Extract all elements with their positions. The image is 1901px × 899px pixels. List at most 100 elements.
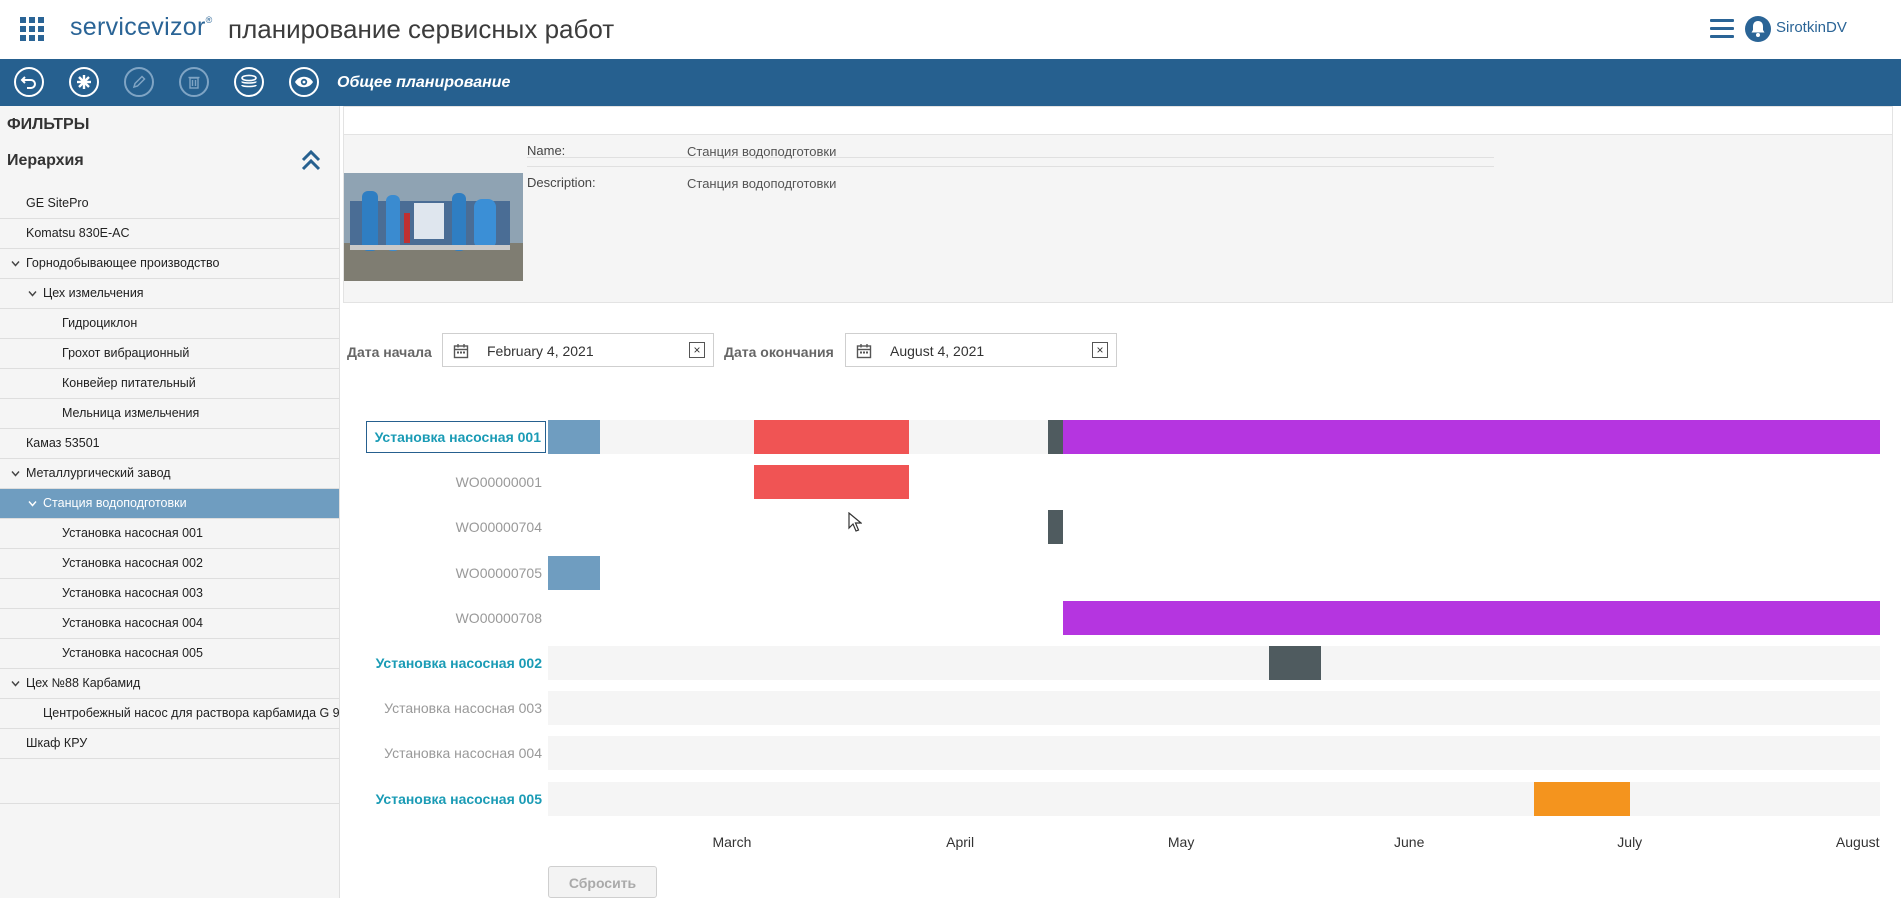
gantt-bar[interactable] bbox=[754, 420, 909, 454]
tree-item-label: Шкаф КРУ bbox=[26, 736, 88, 750]
calendar-icon bbox=[453, 344, 469, 359]
gantt-row-track bbox=[548, 691, 1880, 725]
toolbar-title: Общее планирование bbox=[337, 74, 511, 91]
chevron-down-icon[interactable] bbox=[28, 499, 37, 508]
name-value: Станция водоподготовки bbox=[687, 144, 837, 159]
notification-bell-icon[interactable] bbox=[1745, 16, 1771, 42]
end-date-field[interactable]: August 4, 2021 × bbox=[845, 333, 1117, 367]
gantt-row-track bbox=[548, 736, 1880, 770]
toolbar: Общее планирование bbox=[0, 59, 1901, 106]
logo[interactable]: servicevizor® bbox=[70, 13, 213, 42]
menu-icon[interactable] bbox=[1710, 19, 1734, 39]
gantt-bar[interactable] bbox=[1048, 510, 1064, 544]
tree-item[interactable]: Камаз 53501 bbox=[0, 429, 339, 459]
delete-button[interactable] bbox=[179, 67, 209, 97]
logo-mark: ® bbox=[205, 15, 213, 25]
tree-empty-row bbox=[0, 759, 339, 804]
tree-item-label: Металлургический завод bbox=[26, 466, 171, 480]
name-label: Name: bbox=[527, 143, 566, 158]
start-date-value: February 4, 2021 bbox=[487, 343, 594, 359]
tree-item-label: Конвейер питательный bbox=[62, 376, 196, 390]
chevron-down-icon[interactable] bbox=[11, 679, 20, 688]
tree-item[interactable]: Гидроциклон bbox=[0, 309, 339, 339]
tree-item-label: Станция водоподготовки bbox=[43, 496, 187, 510]
back-icon bbox=[20, 76, 36, 89]
view-button[interactable] bbox=[289, 67, 319, 97]
gantt-row-label[interactable]: Установка насосная 002 bbox=[375, 655, 542, 671]
gantt-bar[interactable] bbox=[754, 465, 909, 499]
chevron-down-icon[interactable] bbox=[28, 289, 37, 298]
gantt-bar[interactable] bbox=[548, 420, 600, 454]
gantt-bar[interactable] bbox=[1048, 420, 1064, 454]
start-date-field[interactable]: February 4, 2021 × bbox=[442, 333, 714, 367]
clear-end-date-icon[interactable]: × bbox=[1092, 342, 1108, 358]
asterisk-icon bbox=[77, 75, 91, 89]
tree-item[interactable]: Станция водоподготовки bbox=[0, 489, 339, 519]
tree-item[interactable]: Установка насосная 001 bbox=[0, 519, 339, 549]
gantt-bar[interactable] bbox=[548, 556, 600, 590]
description-value: Станция водоподготовки bbox=[687, 176, 837, 191]
gantt-bar[interactable] bbox=[1063, 601, 1880, 635]
tree-item[interactable]: Шкаф КРУ bbox=[0, 729, 339, 759]
asset-info-card: Name: Станция водоподготовки Description… bbox=[343, 134, 1893, 303]
chevron-down-icon[interactable] bbox=[11, 259, 20, 268]
mouse-cursor-icon bbox=[848, 512, 862, 532]
layers-button[interactable] bbox=[234, 67, 264, 97]
tree-item[interactable]: Конвейер питательный bbox=[0, 369, 339, 399]
tree-item-label: Установка насосная 005 bbox=[62, 646, 203, 660]
back-button[interactable] bbox=[14, 67, 44, 97]
tree-item[interactable]: Установка насосная 005 bbox=[0, 639, 339, 669]
tree-item[interactable]: Установка насосная 002 bbox=[0, 549, 339, 579]
gantt-row-label: Установка насосная 004 bbox=[384, 745, 542, 761]
gantt-row-label[interactable]: Установка насосная 001 bbox=[366, 421, 546, 453]
tree-item-label: Установка насосная 003 bbox=[62, 586, 203, 600]
gantt-bar[interactable] bbox=[1269, 646, 1321, 680]
gantt-bar[interactable] bbox=[1063, 420, 1880, 454]
tree-item[interactable]: Грохот вибрационный bbox=[0, 339, 339, 369]
top-header: servicevizor® планирование сервисных раб… bbox=[0, 0, 1901, 59]
month-tick-label: August bbox=[1835, 834, 1880, 850]
tree-item[interactable]: Цех №88 Карбамид bbox=[0, 669, 339, 699]
gantt-row-label[interactable]: Установка насосная 005 bbox=[375, 791, 542, 807]
tree-item[interactable]: Металлургический завод bbox=[0, 459, 339, 489]
edit-button[interactable] bbox=[124, 67, 154, 97]
tree-item[interactable]: Komatsu 830E-AC bbox=[0, 219, 339, 249]
tree-item[interactable]: Цех измельчения bbox=[0, 279, 339, 309]
tree-item[interactable]: Центробежный насос для раствора карбамид… bbox=[0, 699, 339, 729]
hierarchy-tree: GE SitePro Komatsu 830E-AC Горнодобывающее… bbox=[0, 189, 339, 804]
gantt-bar[interactable] bbox=[1534, 782, 1630, 816]
new-button[interactable] bbox=[69, 67, 99, 97]
tree-item[interactable]: Мельница измельчения bbox=[0, 399, 339, 429]
apps-grid-icon[interactable] bbox=[20, 17, 44, 41]
month-tick-label: June bbox=[1394, 834, 1425, 850]
description-row: Description: Станция водоподготовки bbox=[527, 167, 1494, 198]
reset-button[interactable]: Сбросить bbox=[548, 866, 657, 898]
tree-item-label: Цех измельчения bbox=[43, 286, 144, 300]
collapse-hierarchy-button[interactable] bbox=[300, 148, 322, 172]
month-tick-label: March bbox=[712, 834, 752, 850]
tree-item-label: Цех №88 Карбамид bbox=[26, 676, 141, 690]
layers-icon bbox=[241, 74, 257, 88]
tree-item-label: Установка насосная 004 bbox=[62, 616, 203, 630]
gantt-row-label: WO00000001 bbox=[455, 474, 542, 490]
username[interactable]: SirotkinDV bbox=[1776, 19, 1847, 36]
filters-sidebar: ФИЛЬТРЫ Иерархия GE SitePro Komatsu 830E-… bbox=[0, 106, 340, 898]
tree-item-label: Komatsu 830E-AC bbox=[26, 226, 130, 240]
gantt-row-track bbox=[548, 646, 1880, 680]
calendar-icon bbox=[856, 344, 872, 359]
gantt-row-label: WO00000705 bbox=[455, 565, 542, 581]
month-tick-label: May bbox=[1167, 834, 1195, 850]
tree-item[interactable]: GE SitePro bbox=[0, 189, 339, 219]
start-date-label: Дата начала bbox=[347, 344, 432, 360]
gantt-row-label: WO00000708 bbox=[455, 610, 542, 626]
chevron-down-icon[interactable] bbox=[11, 469, 20, 478]
app-title: планирование сервисных работ bbox=[228, 14, 615, 44]
tree-item[interactable]: Установка насосная 004 bbox=[0, 609, 339, 639]
tree-item[interactable]: Установка насосная 003 bbox=[0, 579, 339, 609]
tree-item-label: Гидроциклон bbox=[62, 316, 138, 330]
tree-item-label: Центробежный насос для раствора карбамид… bbox=[43, 706, 339, 720]
tree-item[interactable]: Горнодобывающее производство bbox=[0, 249, 339, 279]
gantt-row-label: WO00000704 bbox=[455, 519, 542, 535]
clear-start-date-icon[interactable]: × bbox=[689, 342, 705, 358]
edit-icon bbox=[132, 75, 146, 89]
